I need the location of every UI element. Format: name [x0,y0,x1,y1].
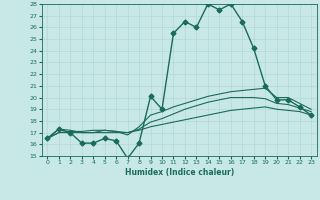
X-axis label: Humidex (Indice chaleur): Humidex (Indice chaleur) [124,168,234,177]
